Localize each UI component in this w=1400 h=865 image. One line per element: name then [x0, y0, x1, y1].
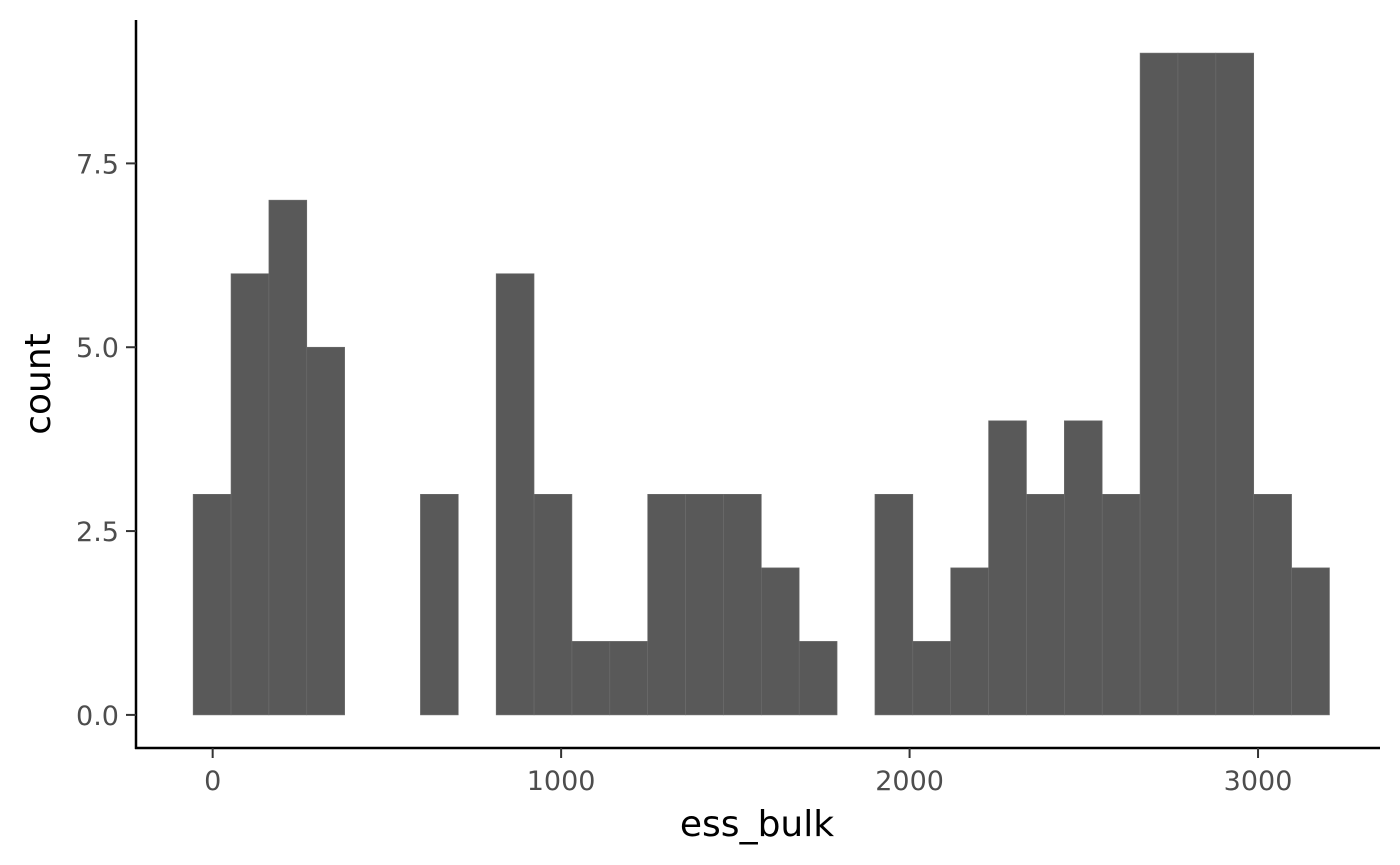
x-tick-label: 1000 — [527, 766, 596, 797]
histogram-bar — [192, 494, 232, 716]
histogram-bar — [1177, 52, 1217, 716]
y-tick-label: 7.5 — [76, 149, 119, 180]
histogram-bar — [1291, 567, 1330, 716]
histogram-bar — [1139, 52, 1179, 716]
histogram-bar — [1215, 52, 1255, 716]
histogram-bar — [647, 494, 686, 716]
histogram-bar — [1064, 420, 1103, 716]
histogram-bar — [685, 494, 724, 716]
histogram-bar — [1026, 494, 1065, 716]
histogram-bar — [1101, 494, 1141, 716]
x-axis-ticks: 0 1000 2000 3000 — [204, 748, 1292, 797]
histogram-bar — [950, 567, 989, 716]
histogram-bar — [420, 494, 459, 716]
y-tick-label: 0.0 — [76, 701, 119, 732]
x-axis-title: ess_bulk — [680, 804, 834, 845]
histogram-bar — [874, 494, 914, 716]
y-tick-label: 2.5 — [76, 517, 119, 548]
histogram-bar — [268, 199, 308, 716]
histogram-bar — [533, 494, 573, 716]
histogram-bar — [912, 641, 951, 716]
x-tick-label: 2000 — [875, 766, 944, 797]
histogram-bar — [1253, 494, 1292, 716]
histogram-bar — [723, 494, 762, 716]
histogram-bar — [571, 641, 611, 716]
y-axis-title: count — [18, 333, 59, 435]
histogram-bar — [230, 273, 270, 716]
histogram-bars — [192, 52, 1330, 716]
histogram-bar — [609, 641, 648, 716]
y-axis-ticks: 0.0 2.5 5.0 7.5 — [76, 149, 136, 732]
histogram-bar — [761, 567, 800, 716]
histogram-bar — [798, 641, 838, 716]
histogram-bar — [988, 420, 1027, 716]
histogram-bar — [306, 346, 345, 716]
y-tick-label: 5.0 — [76, 333, 119, 364]
x-tick-label: 0 — [204, 766, 221, 797]
x-tick-label: 3000 — [1224, 766, 1293, 797]
histogram-bar — [495, 273, 535, 716]
